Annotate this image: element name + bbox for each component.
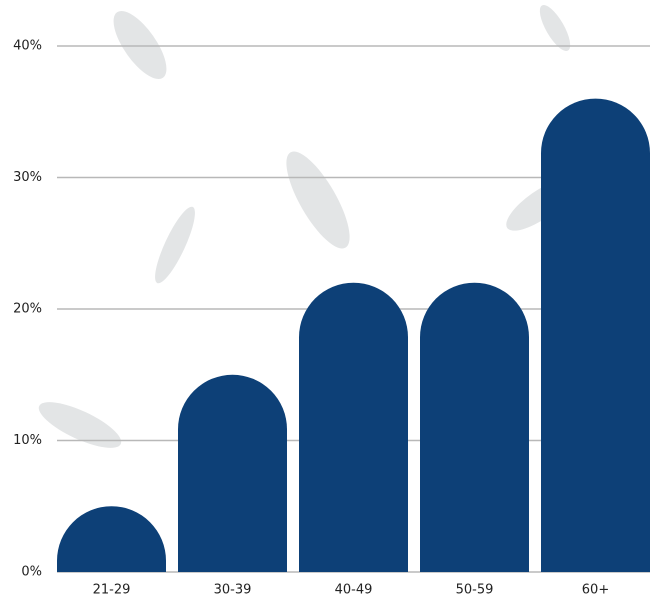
x-tick-label: 60+	[582, 583, 609, 598]
bar	[178, 374, 287, 572]
bar	[57, 506, 166, 572]
bar	[299, 282, 408, 572]
x-tick-label: 40-49	[335, 583, 373, 598]
x-tick-label: 50-59	[456, 583, 494, 598]
x-tick-label: 30-39	[214, 583, 252, 598]
y-tick-label: 30%	[13, 170, 42, 185]
y-tick-label: 10%	[13, 433, 42, 448]
bar	[420, 282, 529, 572]
y-tick-label: 0%	[21, 565, 42, 580]
x-tick-label: 21-29	[93, 583, 131, 598]
bar	[541, 98, 650, 572]
y-tick-label: 20%	[13, 302, 42, 317]
y-tick-label: 40%	[13, 39, 42, 54]
